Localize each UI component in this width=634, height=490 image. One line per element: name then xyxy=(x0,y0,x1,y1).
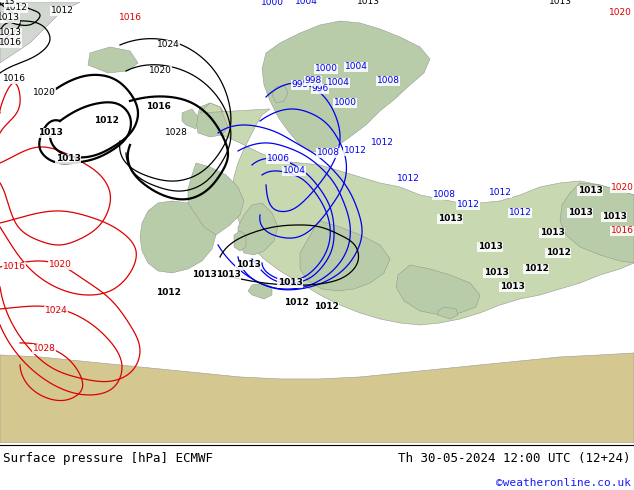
Text: 1016: 1016 xyxy=(0,38,22,48)
Polygon shape xyxy=(300,221,390,291)
Text: 1020: 1020 xyxy=(148,67,171,75)
Text: 1013: 1013 xyxy=(37,128,62,138)
Text: 1024: 1024 xyxy=(44,306,67,316)
Polygon shape xyxy=(272,85,288,103)
Text: 1016: 1016 xyxy=(119,13,141,23)
Text: 13: 13 xyxy=(4,0,16,6)
Polygon shape xyxy=(196,103,228,137)
Text: 1012: 1012 xyxy=(4,3,27,12)
Polygon shape xyxy=(88,47,138,73)
Text: 1012: 1012 xyxy=(396,174,420,183)
Polygon shape xyxy=(238,203,278,255)
Polygon shape xyxy=(0,2,80,63)
Text: 1013: 1013 xyxy=(540,228,564,238)
Polygon shape xyxy=(234,231,246,251)
Text: 1012: 1012 xyxy=(508,208,531,218)
Polygon shape xyxy=(188,163,244,235)
Text: 1000: 1000 xyxy=(261,0,283,7)
Text: 1013: 1013 xyxy=(437,215,462,223)
Text: Th 30-05-2024 12:00 UTC (12+24): Th 30-05-2024 12:00 UTC (12+24) xyxy=(398,452,631,465)
Text: 995: 995 xyxy=(292,80,309,90)
Text: Surface pressure [hPa] ECMWF: Surface pressure [hPa] ECMWF xyxy=(3,452,213,465)
Polygon shape xyxy=(200,103,634,325)
Text: 1012: 1012 xyxy=(283,298,308,307)
Text: 1013: 1013 xyxy=(0,13,20,23)
Text: 998: 998 xyxy=(304,76,321,85)
Text: 1016: 1016 xyxy=(3,74,25,83)
Text: 1013: 1013 xyxy=(56,154,81,164)
Text: 1013: 1013 xyxy=(216,270,240,279)
Text: 1012: 1012 xyxy=(94,117,119,125)
Text: 1006: 1006 xyxy=(266,154,290,164)
Text: 1013: 1013 xyxy=(356,0,380,6)
Text: 1008: 1008 xyxy=(377,76,399,85)
Text: 1013: 1013 xyxy=(477,243,502,251)
Text: ©weatheronline.co.uk: ©weatheronline.co.uk xyxy=(496,478,631,488)
Polygon shape xyxy=(560,183,634,263)
Text: 1012: 1012 xyxy=(51,6,74,16)
Text: 1013: 1013 xyxy=(578,187,602,196)
Text: 1013: 1013 xyxy=(602,213,626,221)
Text: 1004: 1004 xyxy=(327,78,349,87)
Text: 1012: 1012 xyxy=(489,189,512,197)
Text: 1004: 1004 xyxy=(283,167,306,175)
Text: 1012: 1012 xyxy=(314,302,339,312)
Text: 1020: 1020 xyxy=(49,261,72,270)
Text: 1013: 1013 xyxy=(236,261,261,270)
Text: 1028: 1028 xyxy=(165,128,188,138)
Polygon shape xyxy=(248,283,272,299)
Text: 1020: 1020 xyxy=(32,89,55,98)
Text: 1024: 1024 xyxy=(157,41,179,49)
Text: 1000: 1000 xyxy=(333,98,356,107)
Text: 1013: 1013 xyxy=(500,282,524,292)
Text: 1013: 1013 xyxy=(548,0,571,6)
Polygon shape xyxy=(0,353,634,443)
Text: 1004: 1004 xyxy=(344,62,368,72)
Text: 1020: 1020 xyxy=(609,8,631,18)
Text: 1012: 1012 xyxy=(546,248,571,257)
Text: 1013: 1013 xyxy=(0,28,22,37)
Polygon shape xyxy=(396,265,480,315)
Text: 1008: 1008 xyxy=(316,148,339,157)
Polygon shape xyxy=(438,307,458,319)
Text: 1008: 1008 xyxy=(432,191,455,199)
Text: 1000: 1000 xyxy=(314,65,337,74)
Text: 1013: 1013 xyxy=(278,278,302,288)
Text: 1012: 1012 xyxy=(155,289,181,297)
Polygon shape xyxy=(182,109,198,129)
Text: 996: 996 xyxy=(311,84,328,94)
Text: 1012: 1012 xyxy=(344,147,366,155)
Text: 1013: 1013 xyxy=(567,208,592,218)
Text: 1016: 1016 xyxy=(146,102,171,111)
Text: 1013: 1013 xyxy=(191,270,216,279)
Text: 1016: 1016 xyxy=(3,263,25,271)
Text: 1012: 1012 xyxy=(456,200,479,209)
Text: 1012: 1012 xyxy=(524,265,548,273)
Text: 1020: 1020 xyxy=(611,183,633,193)
Polygon shape xyxy=(140,201,216,273)
Text: 1012: 1012 xyxy=(370,139,394,147)
Text: 1016: 1016 xyxy=(611,226,633,236)
Text: 1013: 1013 xyxy=(484,269,508,277)
Text: 1028: 1028 xyxy=(32,344,55,353)
Polygon shape xyxy=(262,21,430,153)
Text: 1004: 1004 xyxy=(295,0,318,6)
